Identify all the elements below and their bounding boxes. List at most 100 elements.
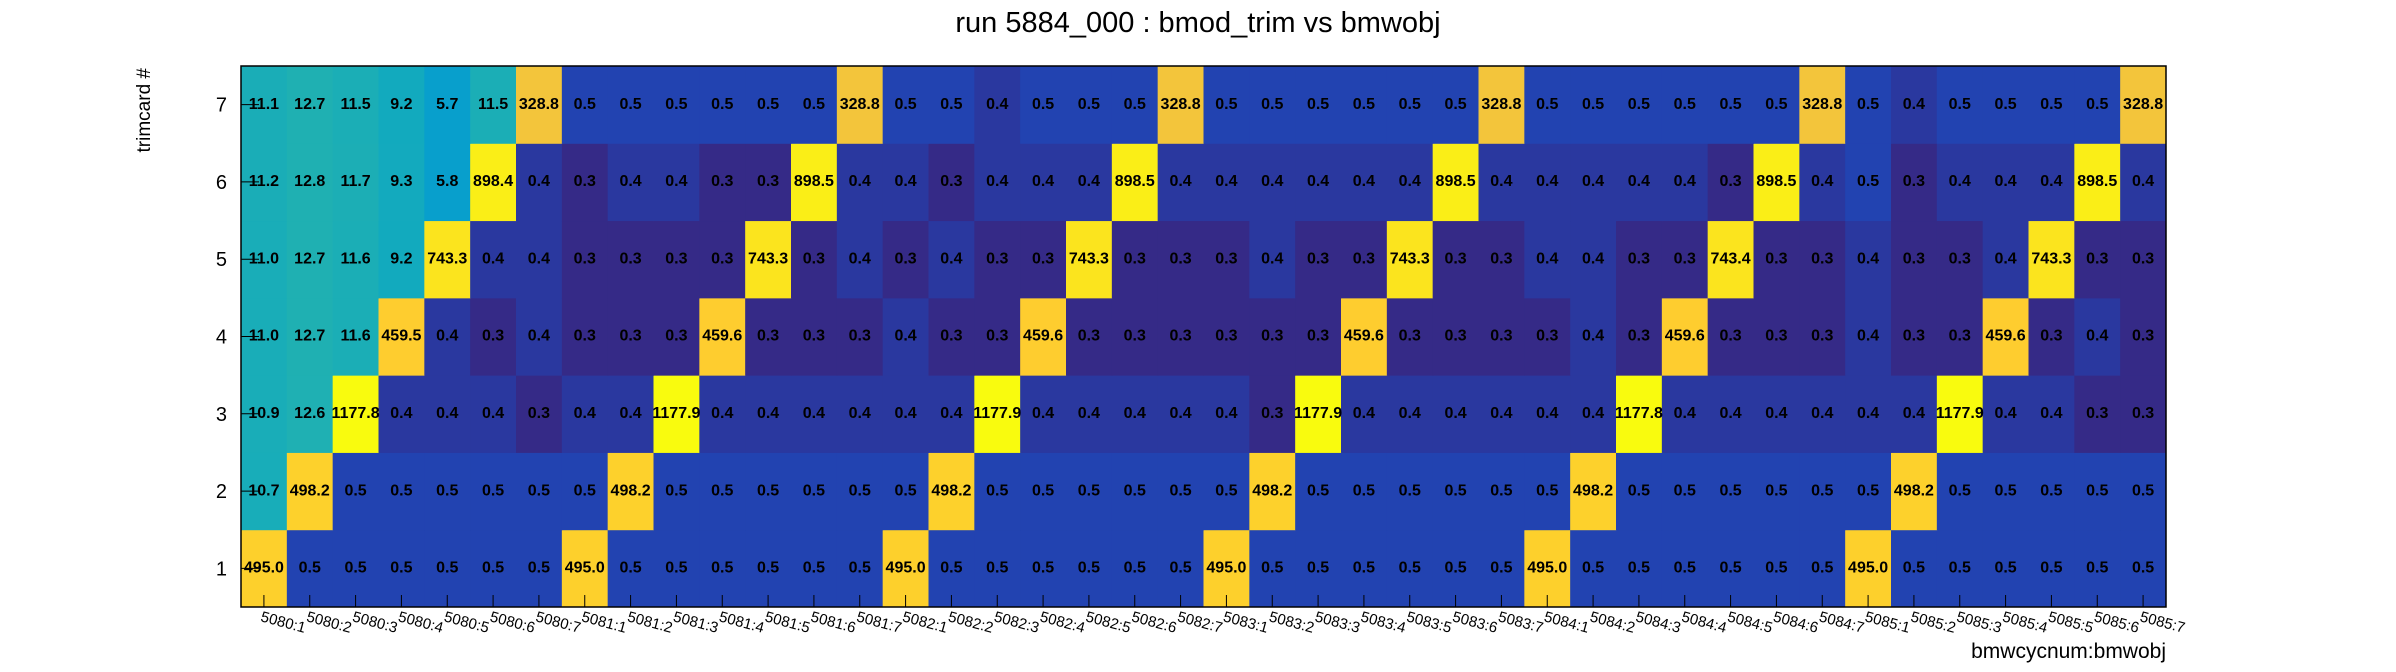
cell-label: 743.3 — [2031, 250, 2071, 267]
cell-label: 0.3 — [1719, 173, 1741, 190]
cell-label: 0.5 — [1719, 482, 1741, 499]
cell-label: 11.2 — [249, 173, 279, 190]
heatmap-cell — [286, 143, 334, 222]
heatmap-cell — [974, 529, 1021, 608]
cell-label: 0.3 — [1215, 250, 1237, 267]
cell-label: 0.3 — [757, 173, 779, 190]
heatmap-cell — [332, 529, 379, 608]
cell-label: 459.6 — [1344, 328, 1384, 345]
heatmap-cell — [286, 452, 334, 531]
heatmap-cell — [1478, 452, 1525, 531]
heatmap-cell — [2074, 375, 2121, 453]
heatmap-cell — [1570, 529, 1617, 608]
x-tick-label: 5082:5 — [1084, 608, 1133, 636]
cell-label: 0.5 — [1215, 482, 1237, 499]
cell-label: 12.7 — [294, 328, 325, 345]
x-tick-label: 5083:4 — [1359, 608, 1408, 636]
heatmap-cell — [2074, 452, 2121, 531]
heatmap-cell — [516, 66, 563, 144]
cell-label: 12.8 — [294, 173, 325, 190]
heatmap-cell — [378, 143, 425, 222]
cell-label: 0.5 — [1857, 482, 1879, 499]
x-tick-label: 5081:1 — [580, 608, 629, 636]
cell-label: 743.3 — [427, 250, 467, 267]
heatmap-cell — [1570, 143, 1617, 222]
cell-label: 0.3 — [1353, 250, 1375, 267]
heatmap-cell — [607, 375, 654, 453]
cell-label: 0.4 — [1444, 405, 1466, 422]
cell-label: 0.5 — [436, 482, 458, 499]
cell-label: 0.5 — [1399, 96, 1421, 113]
heatmap-cell — [791, 143, 838, 222]
heatmap-cell — [516, 529, 563, 608]
heatmap-cell — [1753, 143, 1800, 222]
cell-label: 0.5 — [1811, 482, 1833, 499]
heatmap-cell — [699, 297, 746, 376]
heatmap-cell — [516, 375, 563, 453]
heatmap-cell — [1203, 297, 1250, 376]
cell-label: 0.3 — [1811, 328, 1833, 345]
heatmap-cell — [699, 143, 746, 222]
heatmap-cell — [745, 375, 792, 453]
cell-label: 0.3 — [528, 405, 550, 422]
x-tick-label: 5082:1 — [901, 608, 950, 636]
heatmap-cell — [1845, 66, 1892, 144]
cell-label: 0.5 — [1949, 96, 1971, 113]
cell-label: 0.5 — [986, 482, 1008, 499]
cell-label: 0.5 — [803, 482, 825, 499]
heatmap-cell — [699, 66, 746, 144]
heatmap-cell — [974, 297, 1021, 376]
cell-label: 0.5 — [1536, 96, 1558, 113]
cell-label: 0.3 — [940, 328, 962, 345]
heatmap-cell — [836, 143, 884, 222]
cell-label: 0.4 — [1261, 250, 1283, 267]
cell-label: 0.4 — [986, 96, 1008, 113]
cell-label: 0.5 — [619, 560, 641, 577]
cell-label: 0.4 — [1215, 405, 1237, 422]
cell-label: 0.4 — [1582, 250, 1604, 267]
heatmap-cell — [882, 66, 929, 144]
cell-label: 0.3 — [1032, 250, 1054, 267]
cell-label: 0.4 — [574, 405, 596, 422]
cell-label: 12.6 — [294, 405, 325, 422]
cell-label: 0.5 — [2040, 96, 2062, 113]
heatmap-cell — [1753, 452, 1800, 531]
cell-label: 0.3 — [1719, 328, 1741, 345]
heatmap-cell — [1616, 220, 1663, 299]
cell-label: 0.5 — [299, 560, 321, 577]
cell-label: 0.4 — [1032, 173, 1054, 190]
cell-label: 5.7 — [436, 96, 458, 113]
cell-label: 11.0 — [249, 250, 279, 267]
heatmap-cell — [516, 220, 563, 299]
heatmap-cell — [1157, 375, 1204, 453]
cell-label: 0.3 — [2040, 328, 2062, 345]
heatmap-cell — [1341, 143, 1388, 222]
heatmap-cell — [1295, 529, 1342, 608]
cell-label: 898.5 — [1756, 173, 1796, 190]
cell-label: 0.4 — [390, 405, 412, 422]
cell-label: 0.4 — [1353, 173, 1375, 190]
heatmap-cell — [1524, 297, 1571, 376]
heatmap-cell — [1020, 529, 1067, 608]
heatmap-cell — [1432, 220, 1479, 299]
cell-label: 0.4 — [528, 328, 550, 345]
heatmap-cell — [1707, 529, 1754, 608]
cell-label: 0.5 — [940, 96, 962, 113]
heatmap-cell — [424, 529, 471, 608]
cell-label: 0.5 — [1536, 482, 1558, 499]
cell-label: 0.5 — [849, 482, 871, 499]
cell-label: 0.4 — [619, 405, 641, 422]
heatmap-cell — [745, 66, 792, 144]
cell-label: 0.3 — [986, 328, 1008, 345]
cell-label: 0.5 — [1765, 482, 1787, 499]
heatmap-cell — [974, 143, 1021, 222]
cell-label: 9.2 — [390, 250, 412, 267]
cell-label: 0.5 — [757, 96, 779, 113]
cell-label: 0.4 — [986, 173, 1008, 190]
heatmap-cell — [974, 452, 1021, 531]
cell-label: 0.5 — [2040, 482, 2062, 499]
cell-label: 0.4 — [1536, 173, 1558, 190]
heatmap-cell — [1845, 452, 1892, 531]
heatmap-cell — [1111, 375, 1159, 453]
